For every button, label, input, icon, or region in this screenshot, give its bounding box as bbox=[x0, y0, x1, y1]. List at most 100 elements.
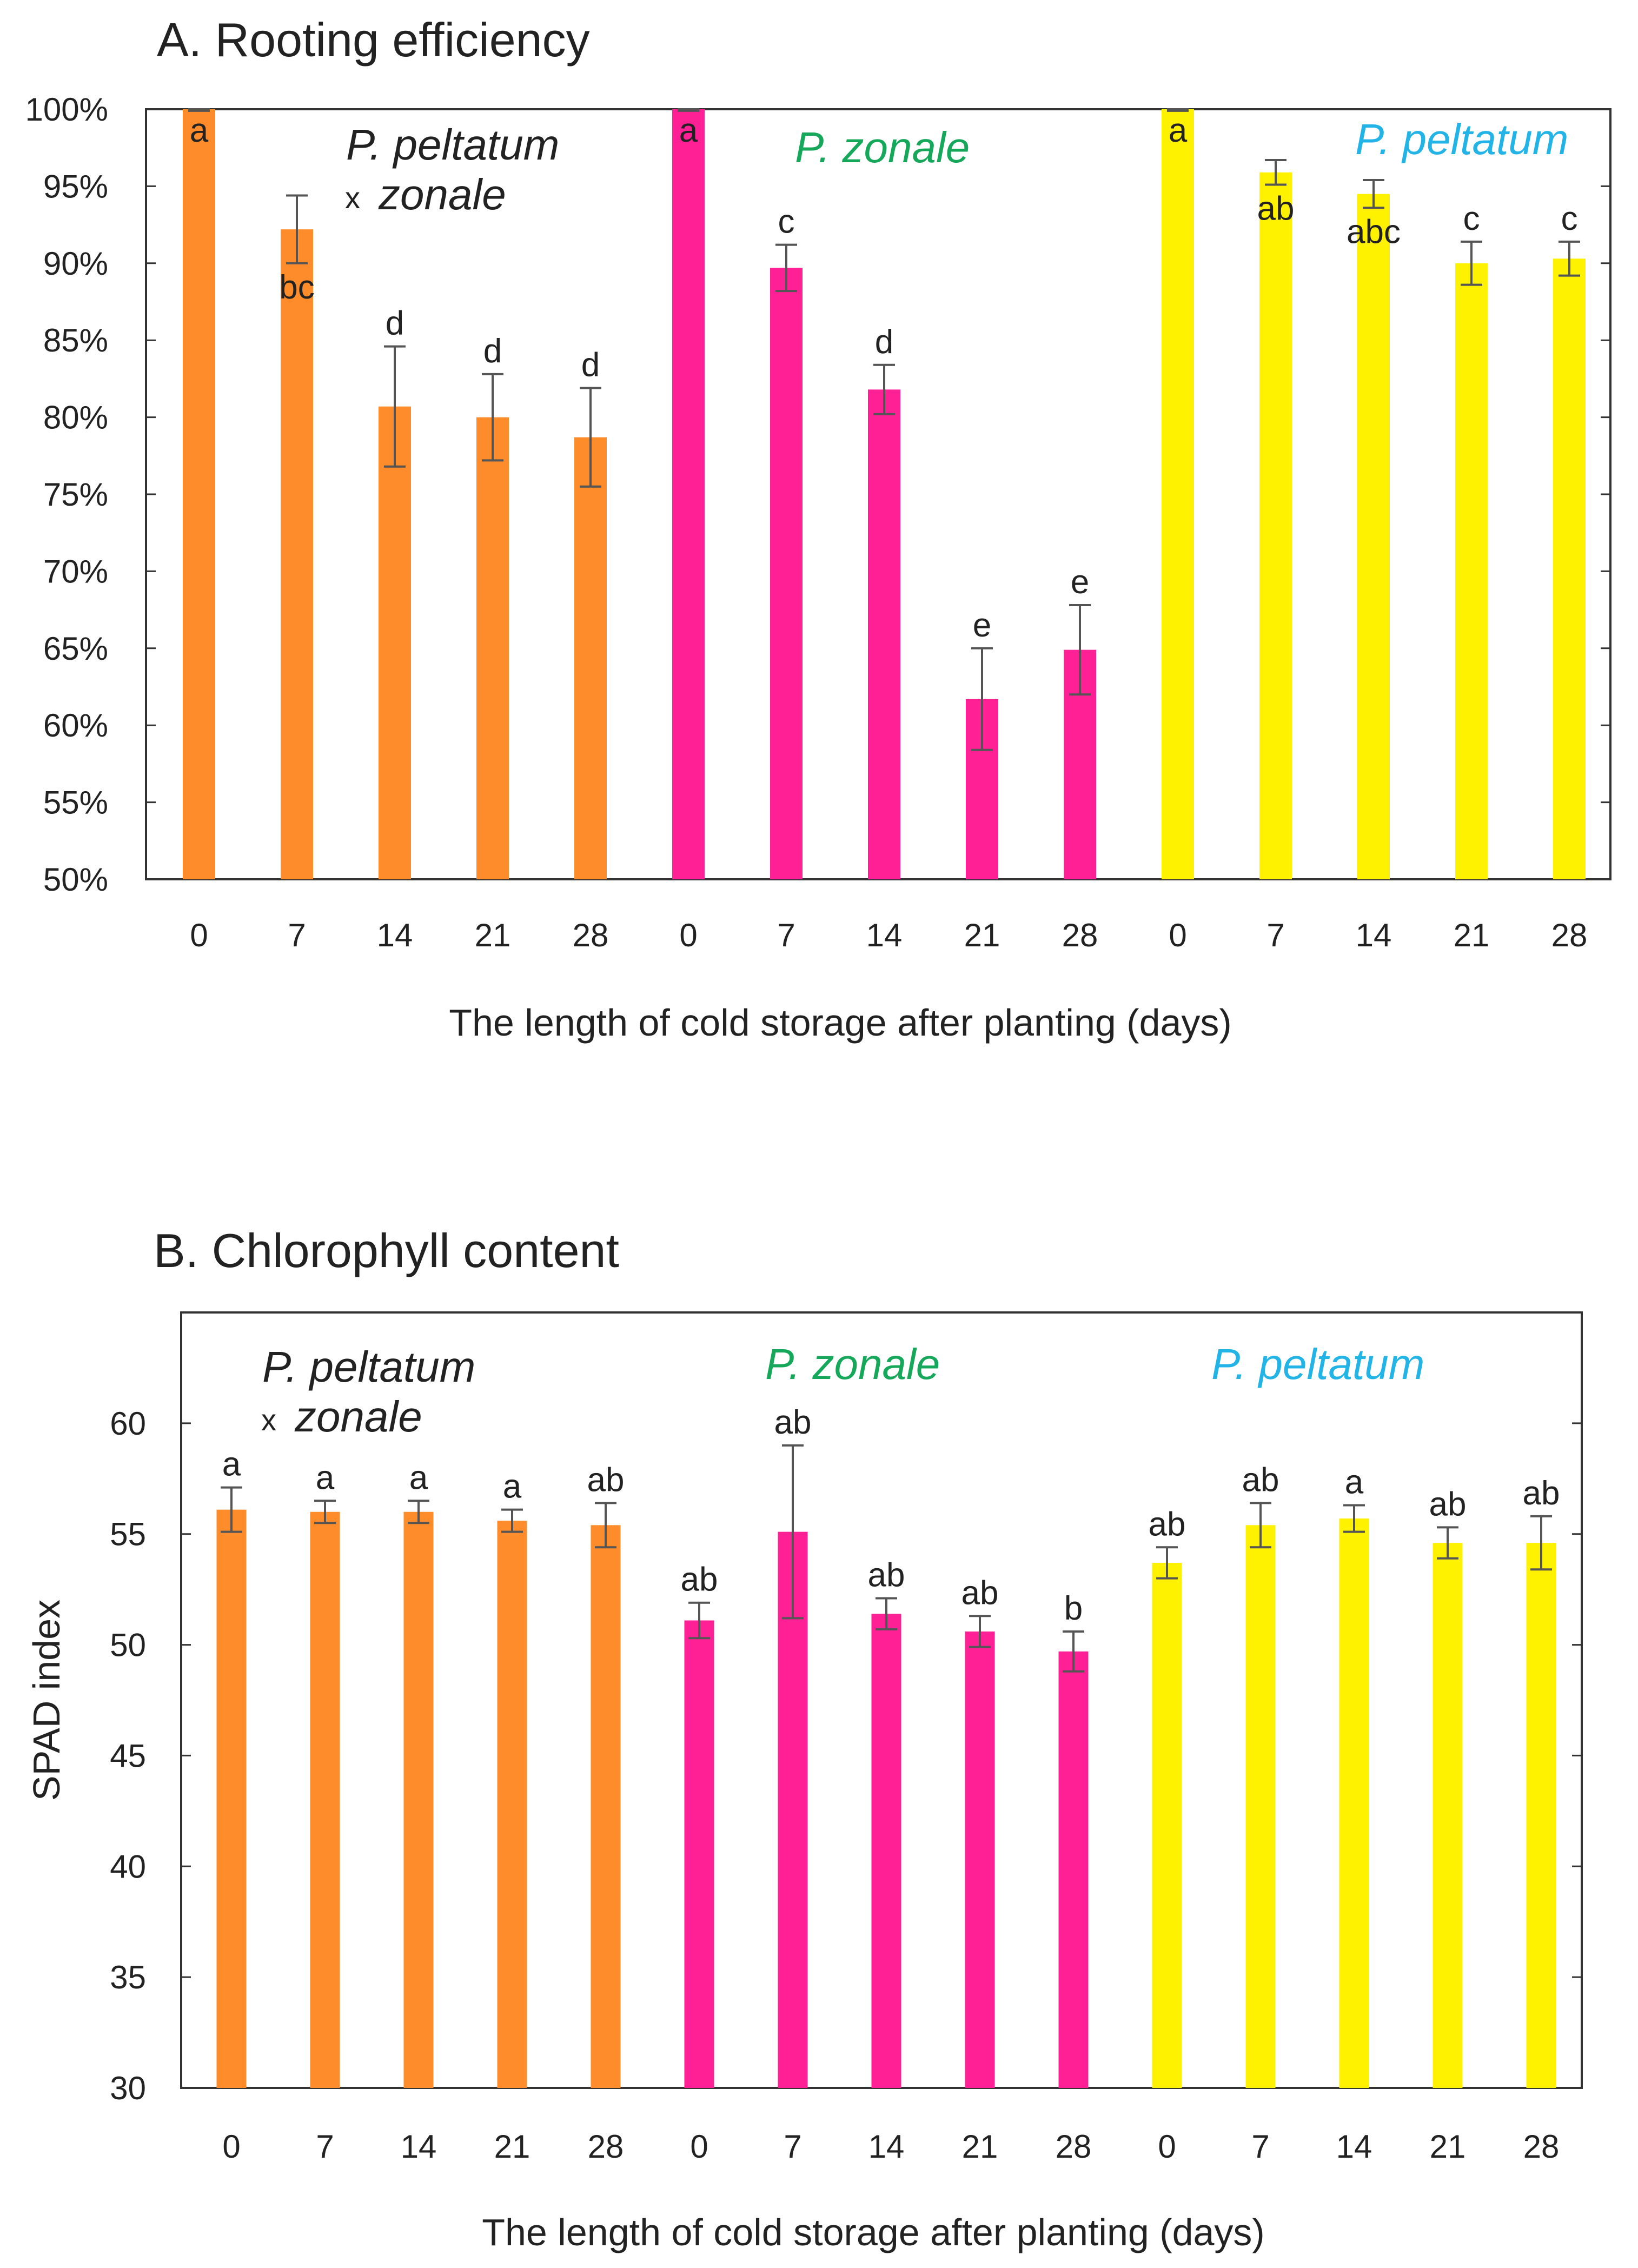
y-tick-label: 65% bbox=[43, 631, 108, 667]
bar bbox=[1058, 1651, 1089, 2088]
x-tick-label: 28 bbox=[1056, 2128, 1092, 2165]
bar bbox=[1259, 172, 1292, 879]
bar bbox=[379, 406, 411, 879]
x-tick-label: 21 bbox=[964, 917, 1000, 953]
panel-a-group-1-cross: x bbox=[345, 181, 360, 215]
panel-a-group-1-name-line2: zonale bbox=[378, 170, 506, 218]
x-tick-label: 14 bbox=[868, 2128, 905, 2165]
bar bbox=[574, 437, 607, 879]
significance-letter: e bbox=[973, 607, 991, 644]
y-tick-label: 80% bbox=[43, 400, 108, 436]
x-tick-label: 7 bbox=[784, 2128, 801, 2165]
significance-letter: abc bbox=[1347, 213, 1401, 250]
bar bbox=[1526, 1543, 1556, 2088]
x-tick-label: 14 bbox=[377, 917, 413, 953]
significance-letter: ab bbox=[961, 1574, 999, 1612]
y-tick-label: 50 bbox=[110, 1627, 146, 1663]
bar bbox=[591, 1525, 621, 2088]
panel-b-group-2-name: P. zonale bbox=[765, 1340, 940, 1388]
x-tick-label: 28 bbox=[1062, 917, 1098, 953]
panel-b-species-labels: P. peltatum x zonale P. zonale P. peltat… bbox=[261, 1340, 1424, 1441]
bar bbox=[476, 417, 509, 879]
panel-b-group-1-name: P. peltatum bbox=[262, 1343, 475, 1391]
x-tick-label: 28 bbox=[1551, 917, 1588, 953]
significance-letter: d bbox=[483, 333, 502, 370]
y-tick-label: 95% bbox=[43, 168, 108, 204]
significance-letter: ab bbox=[868, 1557, 905, 1594]
bar bbox=[1162, 109, 1194, 879]
x-tick-label: 7 bbox=[316, 2128, 334, 2165]
bar bbox=[868, 389, 900, 879]
panel-b-group-1-name-line2: zonale bbox=[294, 1392, 422, 1441]
significance-letter: a bbox=[222, 1446, 241, 1483]
panel-b-group-1-cross: x bbox=[261, 1403, 276, 1437]
significance-letter: bc bbox=[279, 269, 314, 306]
significance-letter: b bbox=[1064, 1590, 1083, 1627]
x-tick-label: 21 bbox=[1430, 2128, 1466, 2165]
bar bbox=[1357, 194, 1390, 879]
bar bbox=[1553, 258, 1586, 880]
panel-b-y-axis-label: SPAD index bbox=[25, 1600, 68, 1801]
x-tick-label: 7 bbox=[1251, 2128, 1269, 2165]
bar bbox=[216, 1509, 247, 2088]
y-tick-label: 70% bbox=[43, 553, 108, 589]
y-tick-label: 50% bbox=[43, 861, 108, 898]
bar bbox=[1339, 1518, 1369, 2088]
bar bbox=[1433, 1543, 1463, 2088]
significance-letter: ab bbox=[1149, 1506, 1186, 1543]
x-tick-label: 28 bbox=[573, 917, 609, 953]
bar bbox=[672, 109, 705, 879]
significance-letter: a bbox=[503, 1468, 522, 1506]
significance-letter: ab bbox=[1429, 1486, 1467, 1523]
significance-letter: d bbox=[581, 346, 600, 383]
panel-b-group-3-name: P. peltatum bbox=[1211, 1340, 1424, 1388]
significance-letter: ab bbox=[1257, 190, 1295, 228]
bar bbox=[778, 1531, 808, 2088]
bar bbox=[1152, 1562, 1182, 2088]
significance-letter: a bbox=[190, 112, 209, 149]
x-tick-label: 21 bbox=[1454, 917, 1490, 953]
x-tick-label: 28 bbox=[1523, 2128, 1560, 2165]
panel-a-group-2-name: P. zonale bbox=[795, 123, 970, 171]
y-tick-label: 55 bbox=[110, 1516, 146, 1553]
y-tick-label: 35 bbox=[110, 1959, 146, 1995]
significance-letter: d bbox=[875, 323, 893, 361]
x-tick-label: 0 bbox=[690, 2128, 708, 2165]
significance-letter: c bbox=[778, 203, 795, 241]
y-tick-label: 45 bbox=[110, 1738, 146, 1774]
significance-letter: ab bbox=[1523, 1475, 1560, 1512]
bar bbox=[403, 1511, 434, 2088]
significance-letter: a bbox=[409, 1459, 428, 1496]
panel-a-group-3-name: P. peltatum bbox=[1355, 115, 1568, 163]
significance-letter: a bbox=[316, 1459, 335, 1496]
bar bbox=[1245, 1525, 1276, 2088]
bar bbox=[497, 1521, 527, 2088]
significance-letter: a bbox=[1169, 112, 1188, 149]
x-tick-label: 14 bbox=[1336, 2128, 1372, 2165]
panel-b-x-axis: 0 7 14 21 28 0 7 14 21 28 0 7 14 21 28 bbox=[222, 2128, 1559, 2165]
y-tick-label: 90% bbox=[43, 246, 108, 282]
significance-letter: e bbox=[1071, 563, 1089, 601]
panel-a-y-axis: 50% 55% 60% 65% 70% 75% 80% 85% 90% 95% 100% bbox=[25, 91, 1610, 898]
y-tick-label: 40 bbox=[110, 1848, 146, 1885]
panel-a-x-axis: 0 7 14 21 28 0 7 14 21 28 0 7 14 21 28 bbox=[190, 917, 1587, 953]
significance-letter: c bbox=[1463, 200, 1480, 237]
x-tick-label: 7 bbox=[777, 917, 795, 953]
bar bbox=[684, 1620, 714, 2088]
y-tick-label: 100% bbox=[25, 91, 108, 128]
y-tick-label: 85% bbox=[43, 322, 108, 359]
panel-a-species-labels: P. peltatum x zonale P. zonale P. peltat… bbox=[345, 115, 1568, 218]
y-tick-label: 60% bbox=[43, 707, 108, 744]
bar bbox=[310, 1511, 340, 2088]
panel-b-bars: a a a a ab ab ab ab ab b ab ab a ab ab bbox=[216, 1404, 1560, 2088]
x-tick-label: 7 bbox=[1266, 917, 1284, 953]
panel-b-y-axis: 30 35 40 45 50 55 60 bbox=[110, 1405, 1582, 2106]
x-tick-label: 21 bbox=[962, 2128, 998, 2165]
significance-letter: c bbox=[1561, 200, 1578, 237]
bar bbox=[1455, 263, 1488, 879]
x-tick-label: 0 bbox=[1169, 917, 1186, 953]
panel-a-group-1-name: P. peltatum bbox=[346, 121, 559, 169]
